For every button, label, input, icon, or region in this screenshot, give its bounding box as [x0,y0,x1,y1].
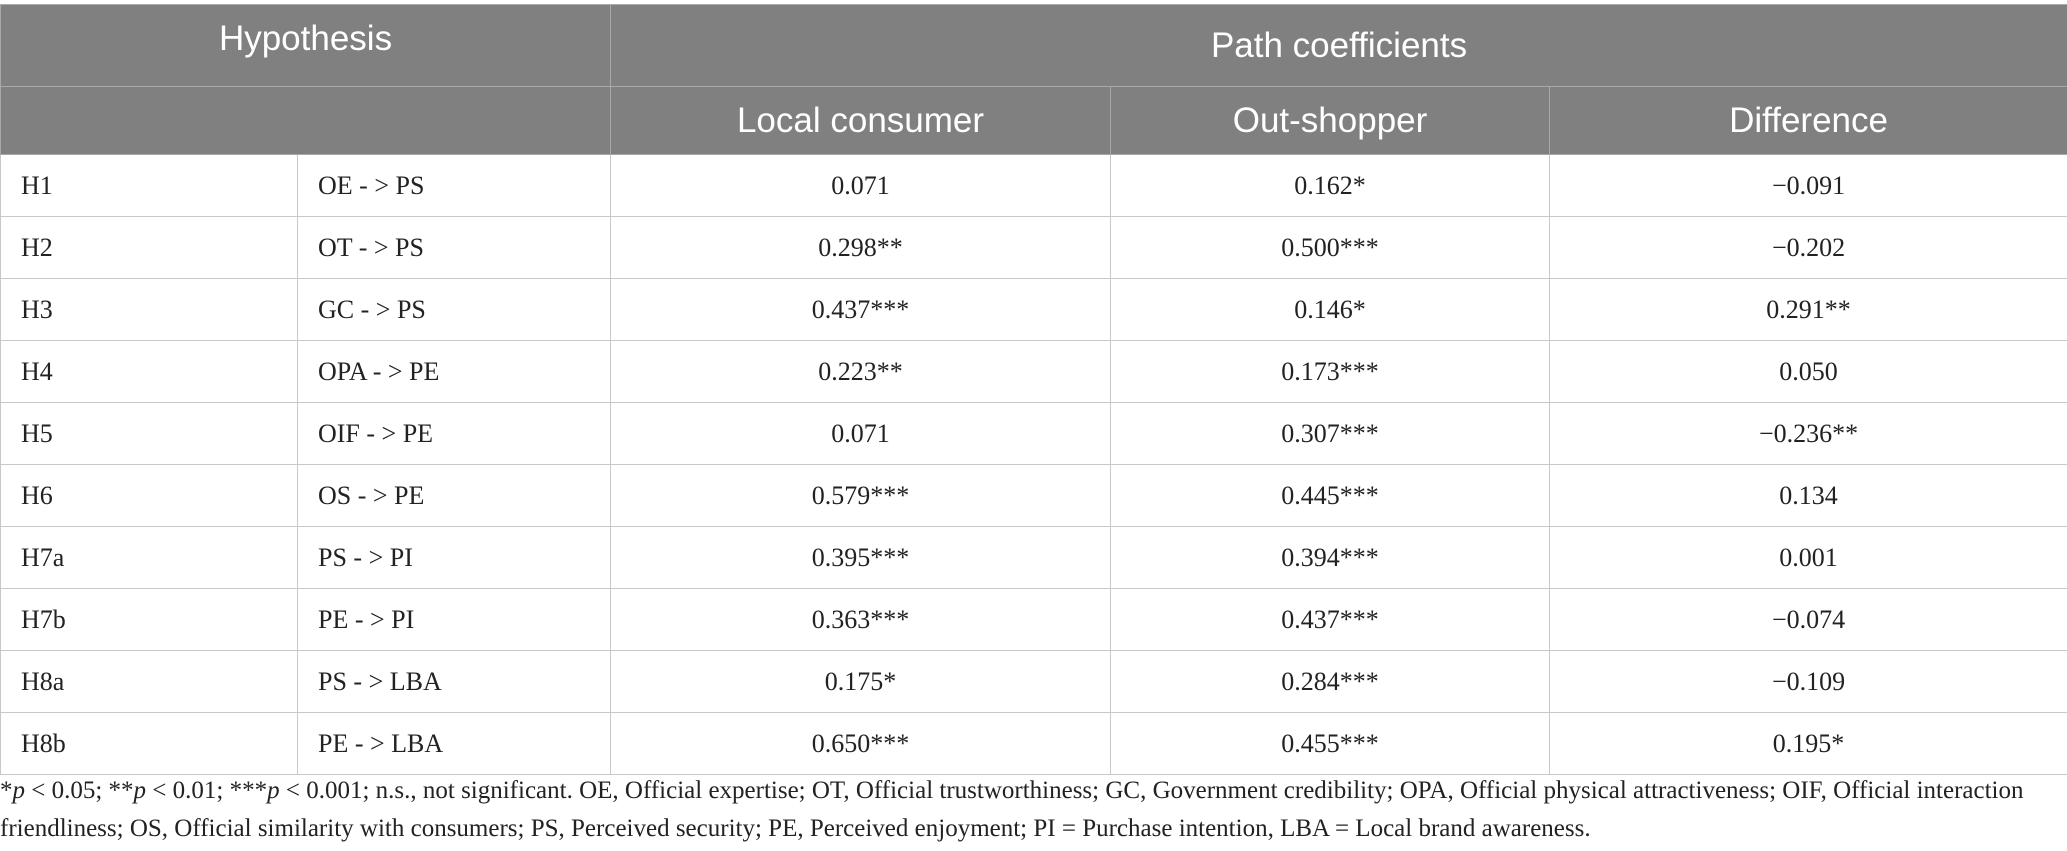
header-text: Out-shopper [1232,100,1428,140]
table-cell: PE - > LBA [296,712,612,775]
table-cell: −0.236** [1549,402,2067,465]
footnote-italic: p [12,777,26,804]
table-row: H8b PE - > LBA 0.650*** 0.455*** 0.195* [0,712,2067,775]
table-cell: 0.650*** [610,712,1112,775]
footnote-italic: p [267,777,280,804]
footnote-text: < 0.01; *** [146,777,268,804]
table-row: H2 OT - > PS 0.298** 0.500*** −0.202 [0,216,2067,279]
header-cell: Difference [1549,86,2067,155]
table-cell: OT - > PS [296,216,612,279]
table-cell: 0.455*** [1110,712,1551,775]
table-cell: OIF - > PE [296,402,612,465]
table-cell: 0.146* [1110,278,1551,341]
table-cell: OE - > PS [296,154,612,217]
table-body: H1 OE - > PS 0.071 0.162* −0.091 H2 OT - > PS 0… [0,154,2067,775]
table-cell: 0.363*** [610,588,1112,651]
table-cell: 0.134 [1549,464,2067,527]
table-cell: 0.050 [1549,340,2067,403]
header-text: Difference [1729,100,1888,140]
table-cell: 0.307*** [1110,402,1551,465]
table-cell: 0.001 [1549,526,2067,589]
table-cell: 0.162* [1110,154,1551,217]
table-row: H3 GC - > PS 0.437*** 0.146* 0.291** [0,278,2067,341]
header-text: Path coefficients [1210,25,1468,65]
table-cell: H5 [0,402,298,465]
table-cell: H2 [0,216,298,279]
table-cell: 0.500*** [1110,216,1551,279]
table-cell: 0.173*** [1110,340,1551,403]
table-cell: 0.284*** [1110,650,1551,713]
table-cell: 0.395*** [610,526,1112,589]
header-cell: Out-shopper [1110,86,1551,155]
table-cell: −0.109 [1549,650,2067,713]
table-cell: 0.445*** [1110,464,1551,527]
footnote-text: < 0.05; ** [25,777,134,804]
footnote: *p < 0.05; **p < 0.01; ***p < 0.001; n.s… [0,772,2060,848]
table-cell: 0.071 [610,154,1112,217]
table-cell: H7a [0,526,298,589]
table-cell: H4 [0,340,298,403]
table-row: H6 OS - > PE 0.579*** 0.445*** 0.134 [0,464,2067,527]
table-cell: OS - > PE [296,464,612,527]
table-cell: H8b [0,712,298,775]
table-cell: PE - > PI [296,588,612,651]
header-cell: Hypothesis [0,4,612,87]
table-row: H7a PS - > PI 0.395*** 0.394*** 0.001 [0,526,2067,589]
table-cell: 0.175* [610,650,1112,713]
table-cell: 0.071 [610,402,1112,465]
footnote-text: * [0,777,13,804]
table-row: H4 OPA - > PE 0.223** 0.173*** 0.050 [0,340,2067,403]
table-cell: H7b [0,588,298,651]
table-row: H8a PS - > LBA 0.175* 0.284*** −0.109 [0,650,2067,713]
table-row: H1 OE - > PS 0.071 0.162* −0.091 [0,154,2067,217]
table-cell: 0.291** [1549,278,2067,341]
header-text: Hypothesis [218,19,393,58]
header-cell: Path coefficients [610,4,2067,87]
table-cell: 0.394*** [1110,526,1551,589]
table-cell: H3 [0,278,298,341]
table-cell: H1 [0,154,298,217]
table-cell: PS - > PI [296,526,612,589]
table-cell: −0.074 [1549,588,2067,651]
table-cell: −0.202 [1549,216,2067,279]
header-text: Local consumer [736,100,985,140]
table-cell: PS - > LBA [296,650,612,713]
table-cell: OPA - > PE [296,340,612,403]
header-cell [0,86,612,155]
table-cell: 0.195* [1549,712,2067,775]
table-row: H5 OIF - > PE 0.071 0.307*** −0.236** [0,402,2067,465]
table-cell: 0.579*** [610,464,1112,527]
results-table: Hypothesis Path coefficients Local consu… [0,4,2067,775]
table-cell: −0.091 [1549,154,2067,217]
table-cell: GC - > PS [296,278,612,341]
table-row: H7b PE - > PI 0.363*** 0.437*** −0.074 [0,588,2067,651]
table-cell: 0.223** [610,340,1112,403]
footnote-text: < 0.001; n.s., not significant. OE, Offi… [0,777,2024,842]
table-cell: 0.437*** [1110,588,1551,651]
header-cell: Local consumer [610,86,1112,155]
table-cell: H6 [0,464,298,527]
table-cell: 0.298** [610,216,1112,279]
footnote-italic: p [133,777,147,804]
table-cell: 0.437*** [610,278,1112,341]
table-cell: H8a [0,650,298,713]
